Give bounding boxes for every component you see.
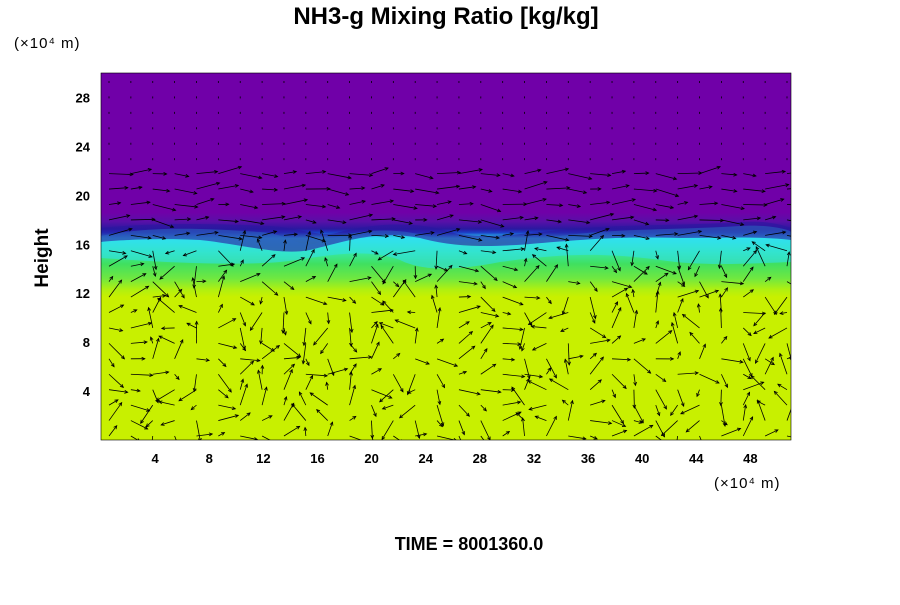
x-axis-unit: (×10⁴ m): [714, 475, 781, 492]
wind-vector-head: [805, 186, 808, 189]
x-tick-label: 44: [689, 451, 704, 466]
x-tick-label: 28: [473, 451, 487, 466]
x-tick-label: 16: [310, 451, 324, 466]
x-tick-label: 20: [364, 451, 378, 466]
y-tick-label: 20: [76, 188, 90, 203]
wind-vector: [721, 390, 722, 406]
wind-vector-head: [791, 402, 794, 405]
wind-vector: [634, 173, 649, 174]
time-label: TIME = 8001360.0: [395, 534, 544, 554]
wind-vector-head: [675, 443, 678, 446]
y-tick-label: 28: [76, 90, 90, 105]
x-tick-label: 32: [527, 451, 541, 466]
y-tick-label: 8: [83, 335, 90, 350]
y-tick-label: 4: [83, 384, 91, 399]
wind-vector-head: [702, 444, 705, 447]
wind-vector-head: [487, 445, 490, 448]
wind-vector-head: [795, 354, 798, 357]
wind-vector-head: [366, 441, 369, 444]
wind-vector-head: [792, 436, 795, 439]
wind-vector: [743, 204, 767, 205]
x-tick-label: 12: [256, 451, 270, 466]
wind-vector-head: [796, 203, 799, 206]
y-tick-label: 24: [76, 139, 91, 154]
y-tick-labels: 4 8 12 16 20 24 28: [76, 90, 91, 399]
wind-vector-head: [807, 169, 810, 172]
chart-title: NH3-g Mixing Ratio [kg/kg]: [293, 3, 598, 30]
wind-vector-head: [807, 238, 810, 241]
plot-area: [101, 73, 811, 456]
wind-vector-head: [802, 221, 805, 224]
y-axis-unit: (×10⁴ m): [14, 35, 81, 52]
x-tick-label: 48: [743, 451, 757, 466]
wind-vector-head: [668, 445, 671, 448]
x-tick-label: 4: [152, 451, 160, 466]
x-tick-label: 36: [581, 451, 595, 466]
y-axis-label: Height: [32, 228, 53, 288]
y-tick-label: 16: [76, 237, 90, 252]
wind-vector-head: [465, 452, 468, 455]
x-tick-label: 8: [206, 451, 213, 466]
y-tick-label: 12: [76, 286, 90, 301]
wind-vector-head: [180, 453, 183, 456]
x-tick-label: 24: [418, 451, 433, 466]
wind-vector-head: [278, 443, 281, 446]
wind-vector-head: [797, 287, 800, 290]
x-tick-label: 40: [635, 451, 649, 466]
